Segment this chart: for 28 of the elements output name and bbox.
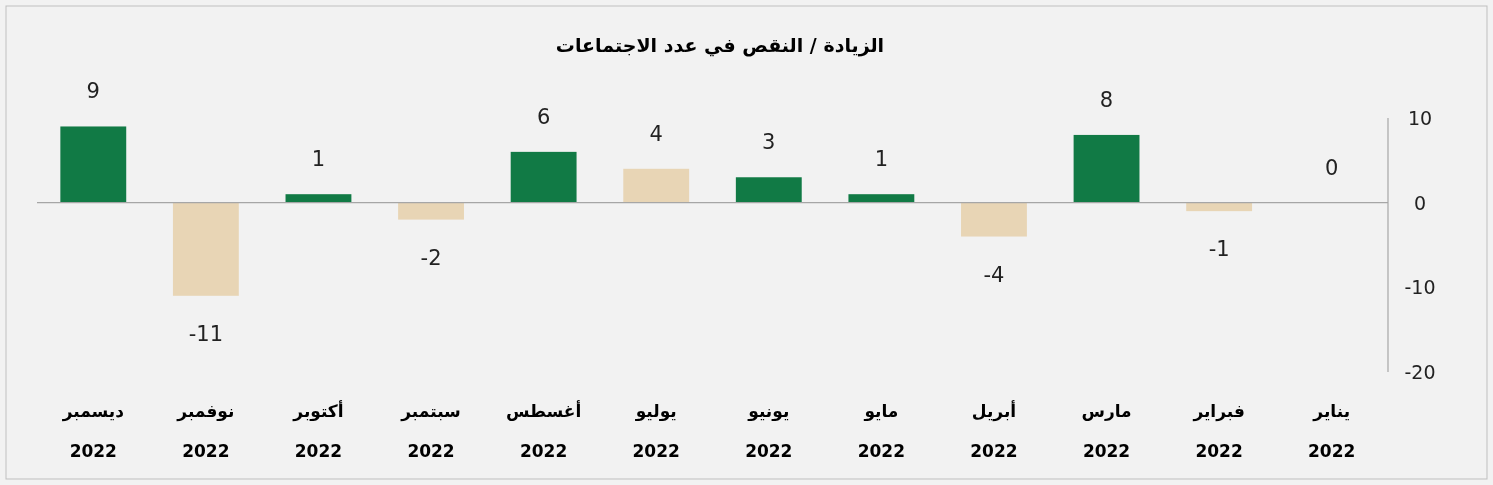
bar xyxy=(1073,134,1140,203)
data-label: 9 xyxy=(86,79,100,104)
data-label: -2 xyxy=(420,245,442,270)
data-label: 1 xyxy=(874,147,889,172)
data-label: 4 xyxy=(649,121,663,146)
y-tick-label: -20 xyxy=(1404,361,1436,383)
data-label: 1 xyxy=(311,147,326,172)
bar xyxy=(510,151,577,203)
bar xyxy=(848,194,915,203)
bar xyxy=(1186,202,1253,212)
bar xyxy=(961,202,1027,237)
data-label: 8 xyxy=(1099,87,1114,112)
y-tick-label: -10 xyxy=(1404,276,1436,299)
data-label: -4 xyxy=(983,262,1005,287)
bar xyxy=(623,168,690,203)
data-label: 3 xyxy=(762,130,776,155)
bar xyxy=(735,177,802,203)
chart-title: الزيادة / النقص في عدد الاجتماعات xyxy=(555,34,885,57)
data-label: -11 xyxy=(188,321,224,346)
data-label: 6 xyxy=(536,104,551,129)
bar xyxy=(60,126,127,203)
data-label: -1 xyxy=(1208,237,1230,262)
bar xyxy=(398,202,464,220)
bar xyxy=(285,194,352,203)
bar xyxy=(172,202,239,296)
data-label: 0 xyxy=(1325,155,1339,180)
y-tick-label: 10 xyxy=(1407,107,1433,129)
y-tick-label: 0 xyxy=(1413,191,1427,214)
